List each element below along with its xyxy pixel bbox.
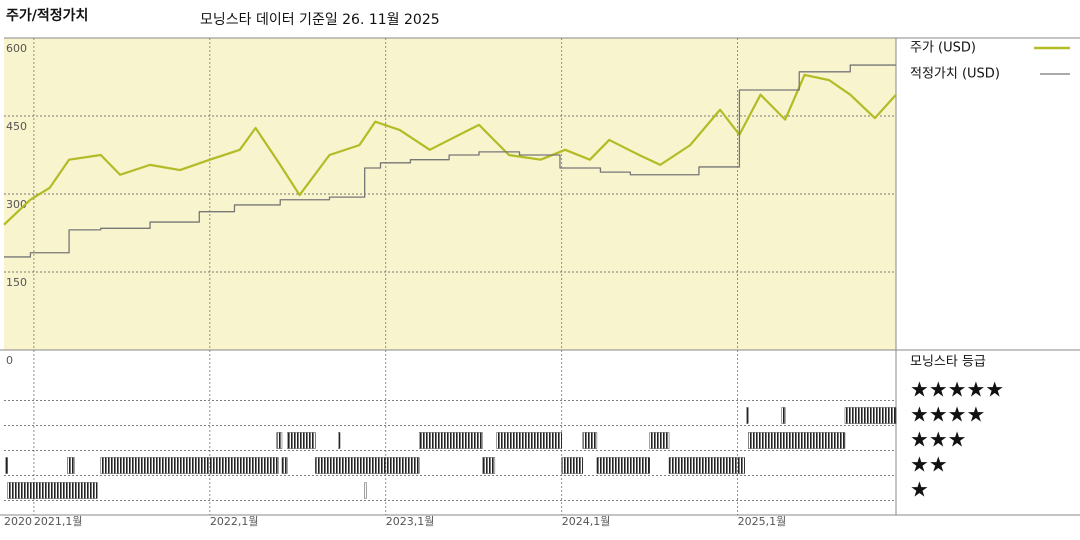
rating-period bbox=[668, 457, 745, 474]
x-tick-label: 2020 bbox=[4, 515, 32, 528]
rating-period bbox=[561, 457, 584, 474]
x-tick-label: 2023,1월 bbox=[386, 515, 435, 528]
rating-period bbox=[781, 407, 786, 424]
x-tick-label: 2021,1월 bbox=[34, 515, 83, 528]
rating-period bbox=[276, 432, 283, 449]
rating-period bbox=[496, 432, 562, 449]
rating-period bbox=[582, 432, 598, 449]
rating-period bbox=[338, 432, 341, 449]
chart-subtitle: 모닝스타 데이터 기준일 26. 11월 2025 bbox=[200, 12, 440, 28]
rating-period bbox=[748, 432, 846, 449]
rating-label: ★★★★ bbox=[910, 403, 985, 427]
x-tick-label: 2022,1월 bbox=[210, 515, 259, 528]
y-tick-label: 0 bbox=[6, 354, 13, 367]
rating-label: ★★★ bbox=[910, 428, 966, 452]
rating-label: ★ bbox=[910, 478, 929, 502]
rating-period bbox=[364, 482, 367, 499]
rating-label: ★★★★★ bbox=[910, 378, 1004, 402]
rating-period bbox=[67, 457, 75, 474]
rating-period bbox=[482, 457, 496, 474]
series-line bbox=[3, 73, 897, 226]
ratings-title: 모닝스타 등급 bbox=[910, 355, 986, 370]
rating-period bbox=[596, 457, 650, 474]
rating-period bbox=[7, 482, 98, 499]
x-tick-label: 2025,1월 bbox=[738, 515, 787, 528]
legend-label: 적정가치 (USD) bbox=[910, 67, 1000, 82]
y-tick-label: 150 bbox=[6, 276, 27, 289]
rating-period bbox=[649, 432, 670, 449]
rating-period bbox=[315, 457, 420, 474]
y-tick-label: 600 bbox=[6, 42, 27, 55]
rating-period bbox=[844, 407, 897, 424]
legend-label: 주가 (USD) bbox=[910, 41, 976, 56]
rating-period bbox=[5, 457, 8, 474]
rating-label: ★★ bbox=[910, 453, 948, 477]
rating-period bbox=[100, 457, 279, 474]
rating-period bbox=[287, 432, 316, 449]
y-tick-label: 450 bbox=[6, 120, 27, 133]
series-line bbox=[4, 64, 896, 258]
rating-period bbox=[281, 457, 288, 474]
rating-period bbox=[746, 407, 749, 424]
rating-period bbox=[419, 432, 483, 449]
chart-title: 주가/적정가치 bbox=[6, 7, 88, 24]
x-tick-label: 2024,1월 bbox=[562, 515, 611, 528]
